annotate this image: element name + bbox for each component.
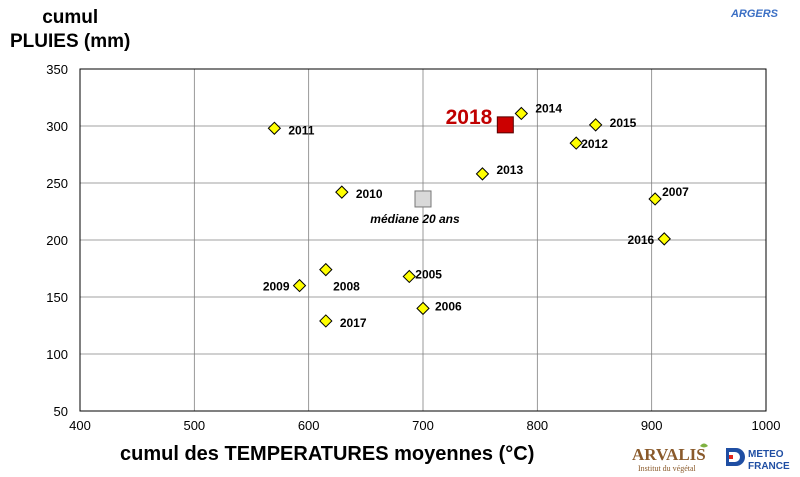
arvalis-logo: ARVALIS Institut du végétal [632, 443, 708, 473]
y-tick-label: 250 [46, 176, 68, 191]
point-label-2017: 2017 [340, 316, 367, 330]
point-2010 [335, 185, 349, 199]
point-2009 [292, 278, 307, 293]
point-2007 [648, 192, 662, 206]
point-label-2015: 2015 [610, 116, 637, 130]
y-tick-label: 350 [46, 62, 68, 77]
point-label-2013: 2013 [496, 163, 523, 177]
point-2014 [514, 106, 529, 121]
point-label-2007: 2007 [662, 185, 689, 199]
x-tick-label: 1000 [752, 418, 781, 433]
point-label-2005: 2005 [415, 267, 442, 281]
y-axis-title-line2: PLUIES (mm) [10, 31, 131, 52]
highlight-label: 2018 [446, 106, 493, 129]
y-tick-label: 150 [46, 290, 68, 305]
axis-ticks: 400 500 600 700 800 900 1000 50 100 150 200 250 300 3… [46, 62, 780, 433]
point-2011 [267, 121, 282, 135]
median-marker [414, 190, 432, 208]
plot-frame [79, 68, 767, 412]
point-label-2011: 2011 [288, 123, 314, 137]
point-label-2014: 2014 [535, 101, 562, 115]
median-label: médiane 20 ans [370, 212, 460, 226]
y-tick-label: 200 [46, 233, 68, 248]
point-label-2016: 2016 [628, 233, 655, 247]
arvalis-logo-subtitle: Institut du végétal [638, 464, 697, 473]
x-tick-label: 900 [641, 418, 663, 433]
meteo-logo-line1: METEO [748, 449, 784, 460]
point-label-2006: 2006 [435, 299, 462, 313]
x-tick-label: 700 [412, 418, 434, 433]
point-2005 [402, 269, 416, 284]
point-2013 [475, 167, 490, 181]
station-name: ARGERS [730, 8, 778, 20]
point-2008 [319, 262, 333, 277]
point-2006 [416, 301, 430, 316]
y-tick-label: 100 [46, 347, 68, 362]
meteo-logo-line2: FRANCE [748, 461, 790, 472]
x-tick-label: 800 [526, 418, 548, 433]
point-2012 [569, 136, 583, 150]
x-tick-label: 600 [298, 418, 320, 433]
y-tick-label: 50 [54, 404, 68, 419]
point-label-2012: 2012 [581, 137, 608, 151]
point-label-2008: 2008 [333, 280, 360, 294]
y-axis-title: cumul PLUIES (mm) [10, 6, 130, 54]
y-axis-title-line1: cumul [42, 7, 99, 28]
y-tick-label: 300 [46, 119, 68, 134]
point-2016 [657, 232, 671, 246]
point-label-2009: 2009 [263, 280, 290, 294]
highlight-marker [496, 116, 514, 134]
arvalis-logo-name: ARVALIS [632, 445, 706, 464]
leaf-icon [700, 443, 708, 448]
x-axis-title: cumul des TEMPERATURES moyennes (°C) [120, 443, 535, 465]
x-tick-label: 500 [183, 418, 205, 433]
point-label-2010: 2010 [356, 187, 383, 201]
point-2017 [319, 314, 333, 328]
meteo-france-logo: METEO FRANCE [726, 448, 790, 472]
point-2015 [588, 118, 603, 132]
x-tick-label: 400 [69, 418, 91, 433]
